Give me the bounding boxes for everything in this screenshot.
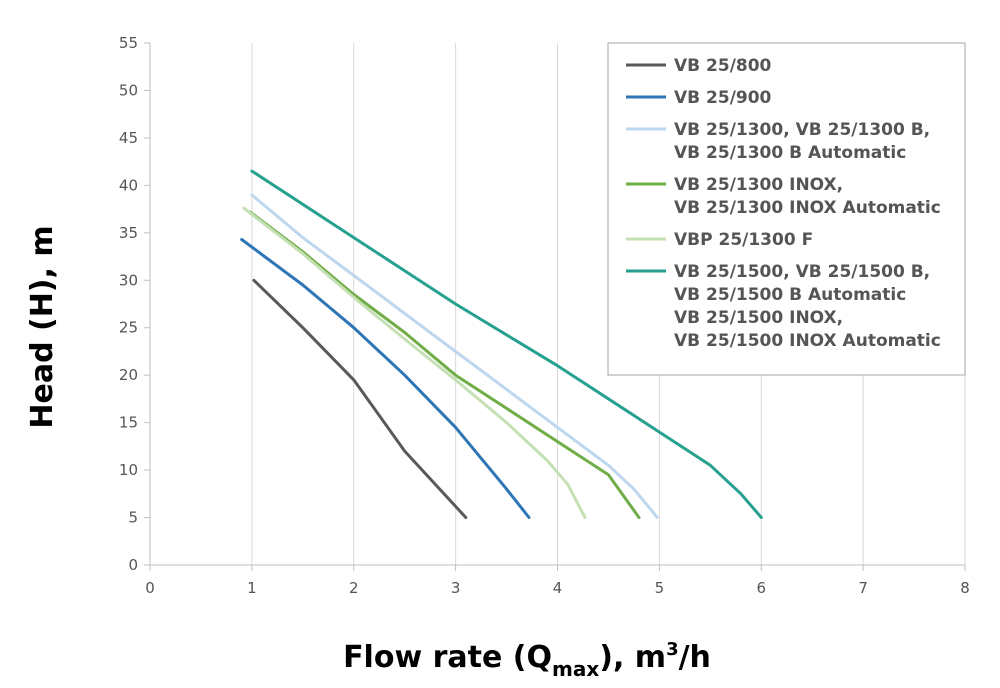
y-tick-label: 20 [119,366,138,384]
x-tick-label: 3 [451,579,461,597]
legend-label: VB 25/800 [674,56,772,76]
legend-label: VB 25/900 [674,88,772,108]
series-line-6 [250,169,763,519]
y-tick-label: 10 [119,461,138,479]
series-line-5 [242,206,587,519]
x-tick-label: 2 [349,579,359,597]
legend-item: VB 25/1300, VB 25/1300 B, VB 25/1300 B Au… [626,120,930,163]
legend-item: VB 25/1500, VB 25/1500 B, VB 25/1500 B Au… [626,262,941,351]
y-tick-label: 40 [119,176,138,194]
x-axis-label-sub: max [552,657,599,681]
y-tick-label: 35 [119,224,138,242]
legend-item: VB 25/1300 INOX, VB 25/1300 INOX Automati… [626,175,941,218]
legend-label: VB 25/1500 B Automatic [674,285,906,305]
y-tick-label: 50 [119,81,138,99]
plot-area [240,169,763,519]
y-tick-label: 5 [128,509,138,527]
legend-label: VB 25/1500 INOX, [674,308,843,328]
legend-label: VB 25/1300 INOX, [674,175,843,195]
x-axis-label-mid: ), m [599,640,666,675]
x-tick-label: 8 [960,579,970,597]
series-line-2 [240,238,531,519]
legend-label: VB 25/1300, VB 25/1300 B, [674,120,930,140]
legend-label: VB 25/1500 INOX Automatic [674,331,941,351]
x-tick-label: 1 [247,579,257,597]
y-tick-label: 15 [119,414,138,432]
legend-box [607,42,966,376]
series-line-3 [250,193,659,519]
x-axis-label: Flow rate (Qmax), m3/h [343,639,711,681]
x-tick-label: 5 [655,579,665,597]
x-tick-label: 4 [553,579,563,597]
y-tick-label: 30 [119,271,138,289]
x-axis-label-sup: 3 [666,639,679,660]
legend-label: VB 25/1300 B Automatic [674,143,906,163]
y-axis-label: Head (H), m [25,225,60,428]
y-tick-label: 45 [119,129,138,147]
series-line-1 [252,278,468,519]
x-axis-label-tail: /h [679,640,711,675]
x-tick-label: 7 [858,579,868,597]
y-tick-label: 0 [128,556,138,574]
legend-item: VB 25/800 [626,56,772,76]
y-tick-label: 55 [119,34,138,52]
series-line-4 [248,210,641,519]
x-tick-label: 6 [756,579,766,597]
legend-item: VBP 25/1300 F [626,230,813,250]
x-tick-label: 0 [145,579,155,597]
y-tick-label: 25 [119,319,138,337]
legend-item: VB 25/900 [626,88,772,108]
x-axis-label-main: Flow rate (Q [343,640,552,675]
legend-label: VB 25/1300 INOX Automatic [674,198,941,218]
legend: VB 25/800 VB 25/900 VB 25/1300, VB 25/1300… [607,42,966,376]
legend-label: VBP 25/1300 F [674,230,813,250]
legend-label: VB 25/1500, VB 25/1500 B, [674,262,930,282]
